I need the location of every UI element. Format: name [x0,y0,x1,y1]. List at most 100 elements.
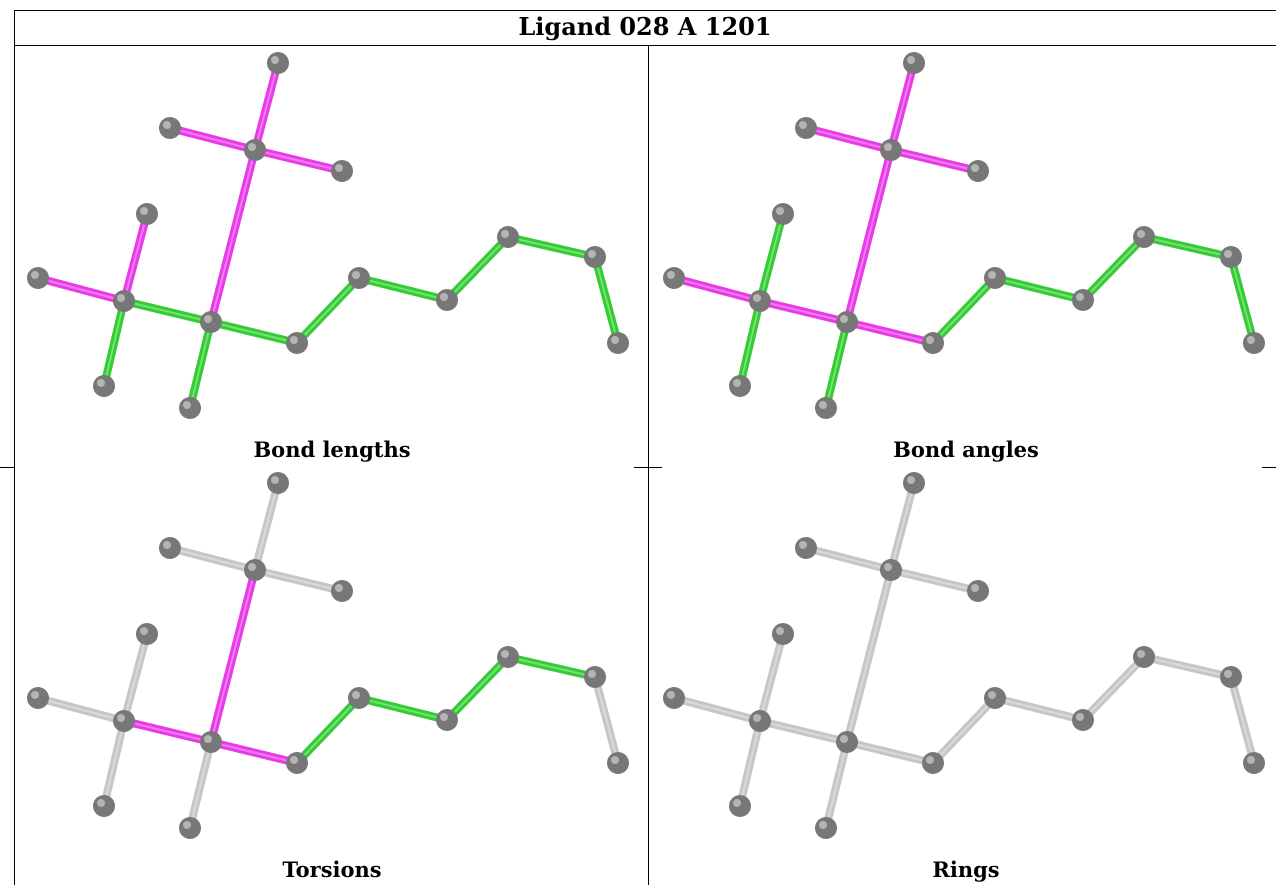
bond-highlight [994,697,1084,721]
bond-highlight [805,547,892,571]
atom [1072,289,1094,311]
atom-highlight [1137,650,1145,658]
atom-highlight [140,627,148,635]
bond-ok [355,694,451,724]
bond-ok [100,297,128,390]
atom [607,332,629,354]
atom [584,666,606,688]
figure-title: Ligand 028 A 1201 [518,12,772,41]
bond-highlight [1230,676,1255,764]
bond-neutral [802,544,895,574]
bond-neutral [34,694,128,725]
bond-highlight [123,720,212,743]
bond-highlight [594,256,619,344]
bond-outlier [120,210,151,305]
atom [348,267,370,289]
caption-rings: Rings [932,857,1000,882]
bond-outlier [887,146,982,175]
bond-outlier [843,146,895,326]
bond-neutral [887,566,982,595]
bond-ok [355,274,451,304]
atom-highlight [1137,230,1145,238]
atom-highlight [97,379,105,387]
bond-highlight [846,569,892,743]
bond-neutral [756,630,787,725]
bond-highlight [759,213,784,302]
atom [286,332,308,354]
atom [880,139,902,161]
bond-outlier [670,274,764,305]
bond-highlight [507,656,596,678]
bond-highlight [507,236,596,258]
bond-highlight [210,741,298,764]
bond-highlight [123,213,148,302]
bond-neutral [756,717,851,746]
bond-outlier [207,566,259,746]
bond-highlight [37,277,125,302]
row-divider-mid [634,467,662,468]
bond-neutral [251,566,346,595]
atom-highlight [926,336,934,344]
atom-highlight [733,379,741,387]
bond-neutral [887,479,918,574]
atom-highlight [588,250,596,258]
atom [967,580,989,602]
bond-highlight [759,300,848,323]
center-divider [648,45,649,885]
atom [922,332,944,354]
bond-highlight [123,633,148,722]
bond-ok [822,318,851,412]
atom-highlight [971,164,979,172]
atom [1072,709,1094,731]
atom-highlight [971,584,979,592]
atom-highlight [1247,336,1255,344]
atom-highlight [1224,250,1232,258]
atom [749,710,771,732]
atom-highlight [988,691,996,699]
atom [286,752,308,774]
atom-highlight [667,271,675,279]
atom [267,472,289,494]
atom [984,267,1006,289]
atom [331,160,353,182]
caption-bond-lengths: Bond lengths [253,437,411,462]
bond-highlight [254,62,279,151]
atom [729,795,751,817]
bond-highlight [1082,656,1145,721]
bond-highlight [189,741,212,829]
atom [1243,332,1265,354]
atom [836,731,858,753]
atom-highlight [163,541,171,549]
bond-neutral [670,694,764,725]
bond-highlight [169,127,256,151]
atom-highlight [290,756,298,764]
bond-ok [443,233,512,304]
bond-highlight [37,697,125,722]
bond-highlight [673,697,761,722]
bond-outlier [251,59,282,154]
bond-highlight [103,720,125,807]
bond-neutral [843,566,895,746]
bond-outlier [802,124,895,154]
atom-highlight [611,336,619,344]
atom-highlight [799,541,807,549]
atom [93,375,115,397]
atom-highlight [31,271,39,279]
bond-outlier [756,297,851,326]
atom-highlight [248,563,256,571]
bond-neutral [251,479,282,574]
bond-highlight [594,676,619,764]
atom [179,397,201,419]
bond-neutral [591,673,622,767]
atom [267,52,289,74]
atom-highlight [183,821,191,829]
bond-highlight [825,741,848,829]
atom-highlight [183,401,191,409]
bond-highlight [446,656,509,721]
atom-highlight [1076,293,1084,301]
bond-highlight [1230,256,1255,344]
bond-ok [1227,253,1258,347]
